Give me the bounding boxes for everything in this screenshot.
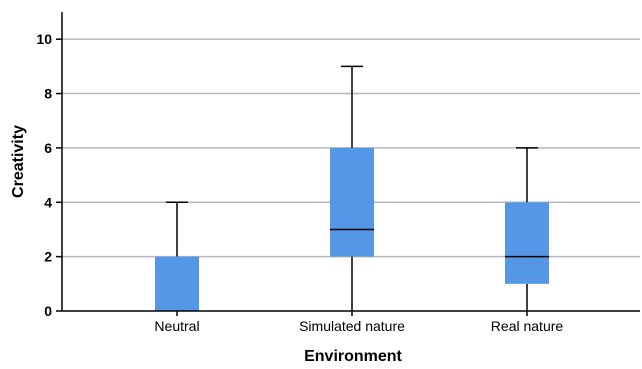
y-axis-title: Creativity <box>10 125 27 198</box>
y-tick-labels: 0 2 4 6 8 10 <box>36 31 62 319</box>
x-category-labels: Neutral Simulated nature Real nature <box>154 311 563 334</box>
y-tick-label: 2 <box>44 249 52 265</box>
y-tick-label: 8 <box>44 86 52 102</box>
y-tick-label: 10 <box>36 31 52 47</box>
y-tick-label: 6 <box>44 140 52 156</box>
axes <box>61 12 640 312</box>
x-category-label: Neutral <box>154 318 199 334</box>
x-axis-title: Environment <box>304 348 402 365</box>
box-body <box>505 202 549 284</box>
x-category-label: Simulated nature <box>299 318 405 334</box>
box-body <box>155 256 199 311</box>
box-body <box>330 147 374 257</box>
box-series <box>155 65 549 311</box>
box-1 <box>155 201 199 311</box>
y-tick-label: 4 <box>44 194 52 210</box>
x-category-label: Real nature <box>491 318 564 334</box>
box-2 <box>330 65 374 311</box>
y-tick-label: 0 <box>44 303 52 319</box>
box-3 <box>505 147 549 311</box>
